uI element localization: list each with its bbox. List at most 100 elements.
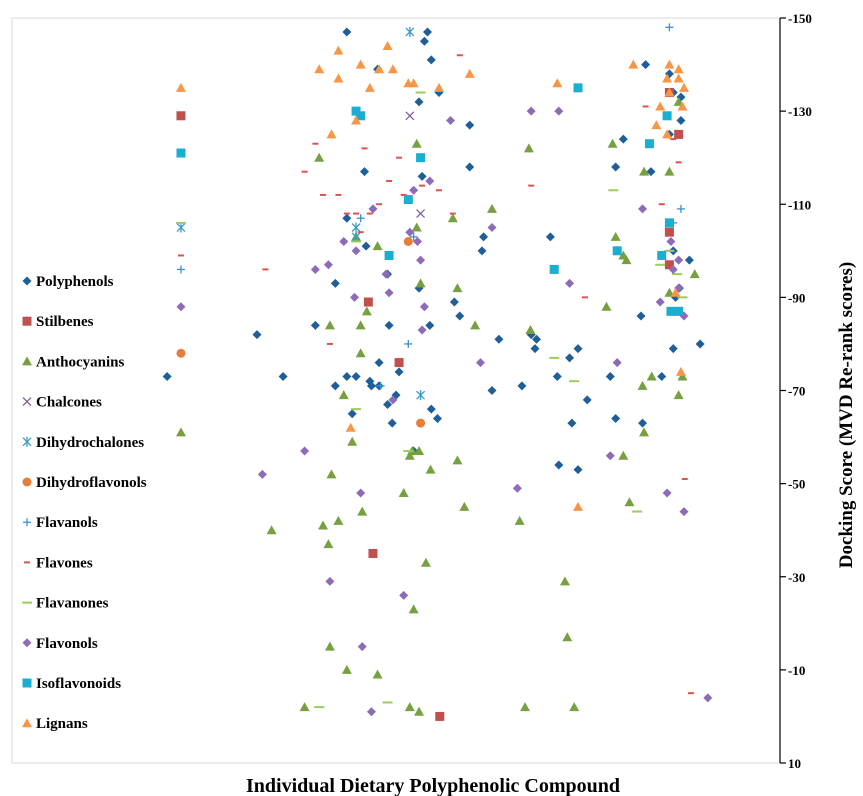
point-anthocyanins (677, 371, 688, 381)
point-polyphenols (567, 418, 577, 428)
point-flavonols (413, 237, 423, 246)
point-polyphenols (465, 162, 475, 172)
point-dihydrochalones (416, 390, 426, 401)
point-polyphenols (676, 115, 686, 125)
point-anthocyanins (414, 706, 425, 716)
point-anthocyanins (452, 283, 463, 293)
point-polyphenols (425, 320, 435, 330)
point-dihydrochalones (176, 222, 186, 233)
point-flavonols (356, 488, 366, 498)
legend-label-chalcones: Chalcones (36, 395, 102, 411)
y-tick-label: -70 (788, 384, 805, 399)
point-anthocyanins (361, 306, 372, 316)
point-polyphenols (360, 167, 370, 177)
point-polyphenols (278, 372, 288, 382)
point-flavanols (404, 339, 413, 348)
point-flavonols (638, 204, 648, 214)
point-flavonols (679, 507, 689, 517)
point-lignans (651, 120, 662, 130)
legend-marker-chalcones (22, 397, 32, 407)
legend-marker-lignans (22, 718, 32, 728)
point-polyphenols (530, 344, 540, 354)
point-anthocyanins (324, 320, 335, 330)
point-flavonols (512, 483, 522, 493)
point-stilbenes (368, 548, 378, 558)
point-flavonols (384, 288, 394, 298)
point-lignans (374, 64, 385, 74)
point-flavonols (417, 325, 427, 335)
point-anthocyanins (487, 203, 497, 213)
legend-label-polyphenols: Polyphenols (36, 274, 114, 290)
point-anthocyanins (447, 213, 458, 223)
point-anthocyanins (470, 320, 481, 330)
point-anthocyanins (664, 166, 675, 176)
legend-label-lignans: Lignans (36, 716, 88, 732)
point-polyphenols (605, 372, 615, 382)
point-polyphenols (573, 344, 583, 354)
point-isoflavonoids (644, 139, 654, 149)
point-flavonols (300, 446, 310, 456)
point-polyphenols (657, 372, 667, 382)
point-flavonols (666, 237, 676, 246)
point-flavonols (655, 297, 665, 307)
point-anthocyanins (372, 669, 383, 679)
point-stilbenes (674, 129, 684, 139)
data-points (162, 23, 713, 721)
point-isoflavonoids (573, 83, 583, 93)
point-flavanols (676, 204, 685, 213)
point-anthocyanins (299, 702, 310, 712)
point-anthocyanins (333, 515, 344, 525)
point-flavonols (323, 260, 333, 270)
point-lignans (573, 501, 584, 511)
point-polyphenols (449, 297, 459, 307)
point-anthocyanins (520, 702, 531, 712)
point-anthocyanins (420, 557, 431, 567)
point-anthocyanins (404, 450, 415, 460)
point-anthocyanins (646, 371, 657, 381)
point-flavonols (350, 292, 360, 302)
y-tick-label: -110 (788, 197, 811, 212)
point-anthocyanins (525, 324, 536, 334)
point-anthocyanins (357, 506, 368, 516)
point-anthocyanins (355, 348, 366, 358)
legend: Polyphenols Stilbenes Anthocyanins Chalcone… (22, 274, 147, 732)
y-axis-title: Docking Score (MVD Re-rank scores) (836, 262, 857, 568)
point-polyphenols (487, 386, 497, 395)
point-polyphenols (618, 134, 628, 144)
point-anthocyanins (314, 152, 325, 162)
legend-label-flavanols: Flavanols (36, 515, 98, 531)
point-polyphenols (582, 395, 592, 405)
point-isoflavonoids (403, 195, 413, 205)
point-stilbenes (664, 227, 674, 237)
point-anthocyanins (569, 702, 580, 712)
point-flavonols (565, 278, 575, 288)
point-flavonols (425, 176, 435, 186)
point-polyphenols (366, 381, 376, 391)
point-polyphenols (342, 372, 352, 382)
point-flavonols (368, 204, 378, 214)
point-lignans (655, 101, 666, 111)
point-lignans (628, 59, 639, 69)
point-flavonols (405, 227, 415, 237)
point-stilbenes (176, 111, 186, 121)
point-polyphenols (684, 255, 694, 265)
point-flavonols (612, 358, 622, 368)
point-flavonols (366, 707, 376, 717)
point-lignans (552, 78, 563, 88)
point-anthocyanins (266, 525, 277, 535)
point-isoflavonoids (416, 153, 426, 163)
point-polyphenols (374, 358, 384, 368)
point-anthocyanins (414, 446, 425, 456)
point-polyphenols (387, 418, 397, 428)
legend-marker-flavonols (22, 638, 32, 648)
point-anthocyanins (624, 497, 635, 507)
legend-label-flavones: Flavones (36, 555, 93, 571)
point-lignans (664, 59, 675, 69)
legend-label-anthocyanins: Anthocyanins (36, 354, 125, 370)
point-flavonols (409, 185, 419, 195)
point-flavonols (526, 106, 536, 116)
point-polyphenols (426, 404, 436, 414)
point-anthocyanins (452, 455, 463, 465)
point-polyphenols (668, 344, 678, 354)
